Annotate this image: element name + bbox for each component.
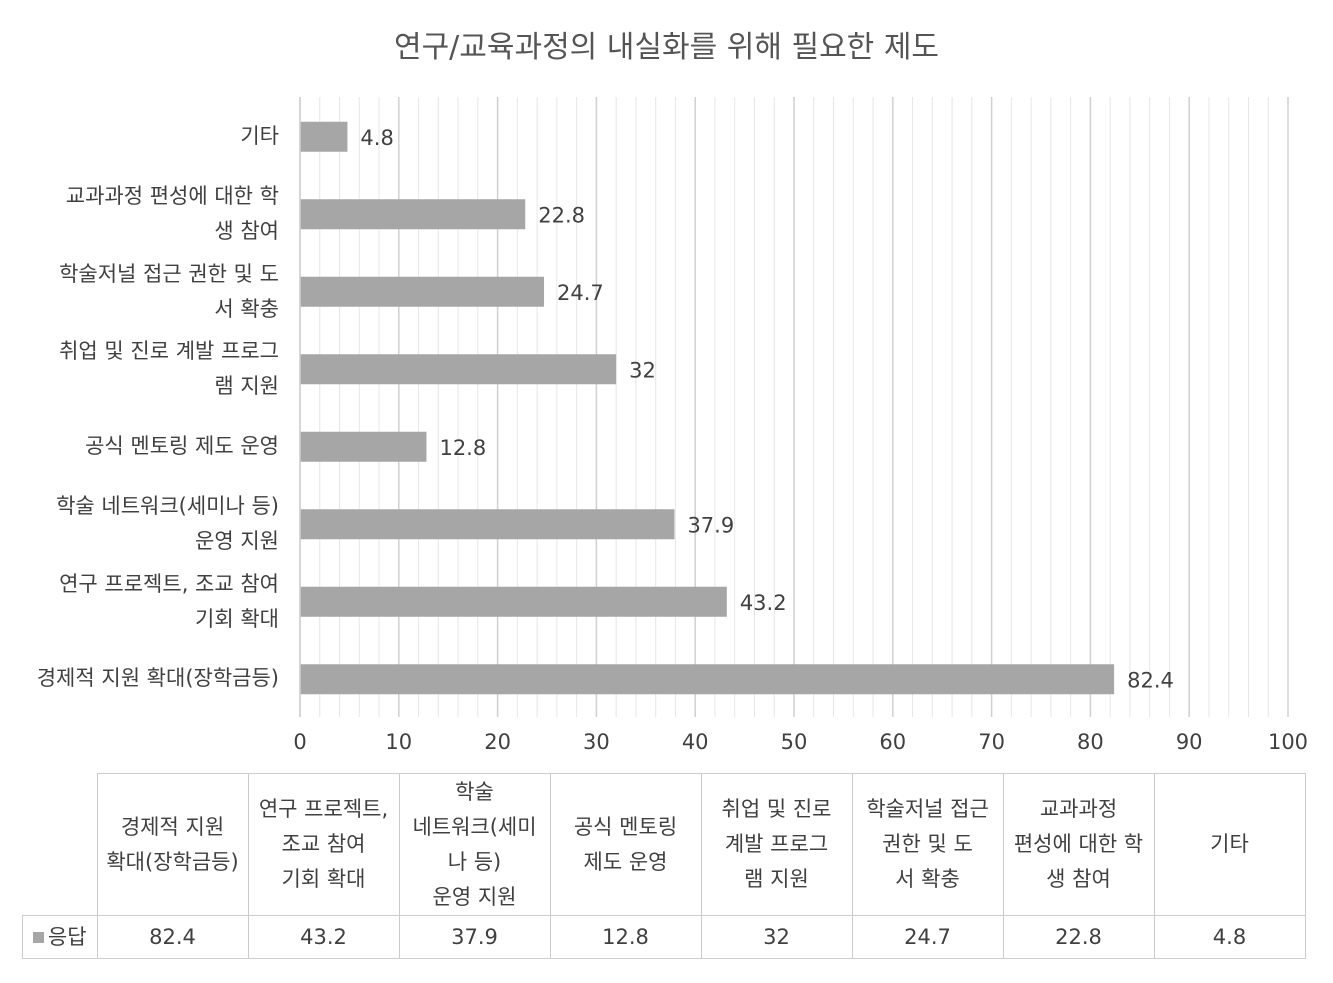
bar [300,586,727,617]
bar [300,354,617,385]
legend-cell: 응답 [22,915,98,959]
data-label: 4.8 [360,126,393,150]
table-value-cell: 4.8 [1153,915,1306,959]
table-header-cell: 학술 네트워크(세미 나 등) 운영 지원 [398,773,551,916]
x-tick-label: 10 [385,730,413,754]
legend-swatch [32,932,44,943]
legend-label: 응답 [47,924,87,949]
x-tick-label: 50 [780,730,808,754]
category-label: 학술 네트워크(세미나 등) 운영 지원 [56,494,279,554]
chart-title: 연구/교육과정의 내실화를 위해 필요한 제도 [393,30,940,65]
table-corner [22,773,98,916]
bar [300,276,545,307]
table-header-cell: 취업 및 진로 계발 프로그 램 지원 [700,773,853,916]
category-label: 연구 프로젝트, 조교 참여 기회 확대 [59,571,279,631]
table-header-cell: 경제적 지원 확대(장학금등) [96,773,249,916]
x-tick-label: 100 [1267,730,1309,754]
x-tick-label: 40 [681,730,709,754]
bar [300,664,1115,695]
category-label: 교과과정 편성에 대한 학 생 참여 [65,184,279,244]
category-label: 취업 및 진로 계발 프로그 램 지원 [59,339,279,399]
table-value-cell: 12.8 [549,915,702,959]
data-label: 82.4 [1127,668,1174,692]
data-label: 37.9 [687,513,734,537]
table-value-row: 응답 82.4 43.2 37.9 12.8 32 24.7 22.8 4.8 [22,915,1306,959]
plot-area: 82.4 43.2 37.9 12.8 32 24.7 22.8 4.8 [299,97,1289,717]
x-tick-label: 0 [293,730,307,754]
bar [300,431,427,462]
x-tick-label: 90 [1175,730,1203,754]
data-table: 경제적 지원 확대(장학금등) 연구 프로젝트, 조교 참여 기회 확대 학술 네트… [22,773,1306,959]
bar [300,121,348,152]
category-label: 기타 [240,123,279,148]
x-tick-label: 30 [583,730,610,754]
table-value-cell: 37.9 [398,915,551,959]
category-label: 경제적 지원 확대(장학금등) [36,666,279,691]
bar [300,509,675,540]
table-header-cell: 교과과정 편성에 대한 학 생 참여 [1002,773,1155,916]
data-label: 22.8 [538,203,585,227]
category-label: 학술저널 접근 권한 및 도 서 확충 [59,261,279,321]
table-header-cell: 학술저널 접근 권한 및 도 서 확충 [851,773,1004,916]
table-value-cell: 82.4 [96,915,249,959]
table-header-cell: 연구 프로젝트, 조교 참여 기회 확대 [247,773,400,916]
x-tick-label: 60 [879,730,907,754]
x-tick-label: 20 [484,730,511,754]
table-header-row: 경제적 지원 확대(장학금등) 연구 프로젝트, 조교 참여 기회 확대 학술 네트… [22,773,1306,916]
x-tick-label: 70 [978,730,1005,754]
data-label: 32 [629,358,656,382]
table-value-cell: 24.7 [851,915,1004,959]
bar [300,199,526,230]
table-value-cell: 43.2 [247,915,400,959]
data-label: 43.2 [740,591,787,615]
category-label: 공식 멘토링 제도 운영 [85,433,279,458]
data-label: 12.8 [439,436,486,460]
table-header-cell: 공식 멘토링 제도 운영 [549,773,702,916]
x-tick-label: 80 [1077,730,1104,754]
data-label: 24.7 [557,281,604,305]
table-value-cell: 32 [700,915,853,959]
table-header-cell: 기타 [1153,773,1306,916]
table-value-cell: 22.8 [1002,915,1155,959]
